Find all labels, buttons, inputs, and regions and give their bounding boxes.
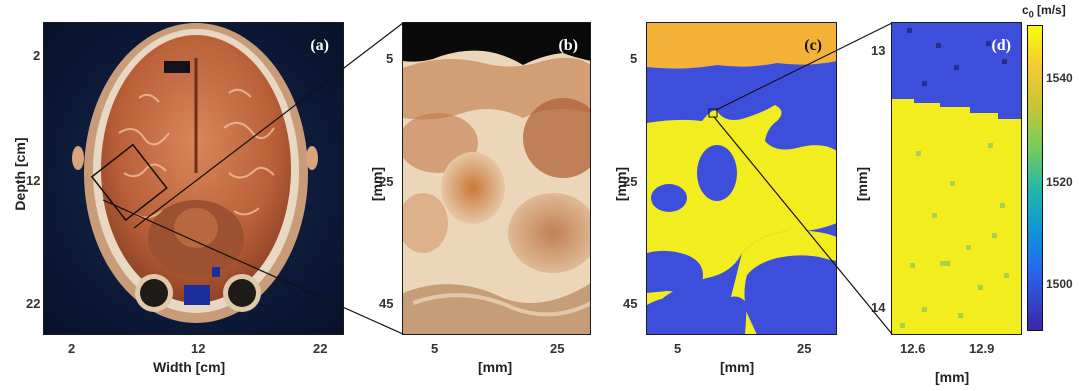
panel-b-image: (b) [402, 22, 591, 335]
panel-a-image: (a) [43, 22, 344, 335]
panel-a-xtick-2: 12 [191, 341, 206, 356]
segmented-sound-speed-map [647, 23, 836, 334]
panel-c-label: (c) [804, 37, 822, 54]
panel-c-ytick-1: 5 [630, 51, 638, 66]
colorbar-title: c0 [m/s] [1022, 3, 1066, 19]
panel-d-image: (d) [891, 22, 1022, 335]
panel-d-ytick-1: 13 [871, 43, 886, 58]
panel-a-ytick-3: 22 [26, 296, 41, 311]
panel-b-xtick-1: 5 [431, 341, 439, 356]
panel-a-xtick-3: 22 [313, 341, 328, 356]
panel-b-ytick-3: 45 [379, 296, 394, 311]
panel-d-ytick-2: 14 [871, 300, 886, 315]
panel-b-label: (b) [558, 37, 578, 54]
panel-b-xtick-2: 25 [550, 341, 565, 356]
panel-c-ytick-2: 25 [623, 174, 638, 189]
panel-c-image: (c) [646, 22, 837, 335]
panel-b-ytick-1: 5 [386, 51, 394, 66]
panel-a-ytick-1: 2 [33, 48, 41, 63]
colorbar-title-sub: 0 [1028, 9, 1034, 20]
panel-d-ylabel: [mm] [854, 166, 870, 202]
colorbar-tick-1: 1540 [1046, 71, 1073, 85]
panel-a-xtick-1: 2 [68, 341, 76, 356]
panel-a-ylabel: Depth [cm] [12, 137, 28, 211]
panel-c-xlabel: [mm] [720, 359, 755, 375]
colorbar-title-unit: [m/s] [1033, 3, 1066, 17]
panel-d-label: (d) [991, 37, 1011, 54]
panel-b-ylabel: [mm] [369, 166, 385, 202]
panel-c-ylabel: [mm] [613, 166, 629, 202]
panel-a-ytick-2: 12 [26, 173, 41, 188]
panel-d-xtick-2: 12.9 [969, 341, 995, 356]
panel-d-xtick-1: 12.6 [900, 341, 926, 356]
head-cross-section [44, 23, 343, 334]
panel-c-ytick-3: 45 [623, 296, 638, 311]
panel-a-xlabel: Width [cm] [153, 359, 226, 375]
panel-c-xtick-2: 25 [797, 341, 812, 356]
colorbar [1027, 25, 1043, 331]
colorbar-title-main: c [1022, 3, 1029, 17]
colorbar-tick-3: 1500 [1046, 277, 1073, 291]
panel-c-xtick-1: 5 [674, 341, 682, 356]
brain-tissue-zoom [403, 23, 590, 334]
colorbar-tick-2: 1520 [1046, 175, 1073, 189]
panel-a-label: (a) [310, 37, 329, 54]
panel-d-xlabel: [mm] [935, 369, 970, 385]
zoomed-sound-speed-map [892, 23, 1021, 334]
panel-b-xlabel: [mm] [478, 359, 513, 375]
